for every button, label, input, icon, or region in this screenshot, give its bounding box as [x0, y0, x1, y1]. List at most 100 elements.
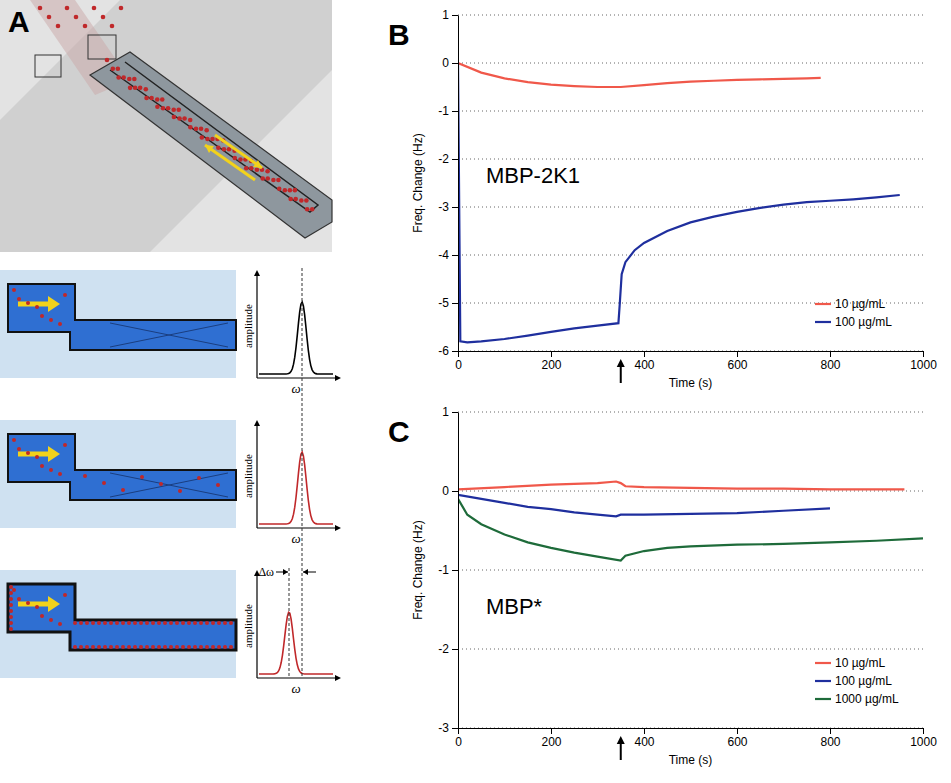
- inlet-port: [88, 35, 116, 59]
- particle: [38, 6, 43, 11]
- particle: [109, 645, 113, 649]
- particle: [288, 197, 293, 202]
- particle: [199, 126, 204, 131]
- particle: [127, 621, 131, 625]
- particle: [121, 621, 125, 625]
- tick-mark: [644, 728, 645, 734]
- particle: [175, 645, 179, 649]
- legend-swatch: [815, 303, 831, 305]
- cantilever: [90, 52, 332, 238]
- particle: [197, 476, 201, 480]
- particle: [145, 645, 149, 649]
- event-arrow-shaft: [620, 365, 622, 383]
- particle: [12, 588, 16, 592]
- particle: [115, 645, 119, 649]
- flow-arrow: [18, 302, 48, 307]
- channel-loop: [110, 62, 318, 212]
- tick-mark: [737, 351, 738, 357]
- x-axis: 02004006008001000: [455, 351, 937, 372]
- tick-mark: [452, 351, 458, 352]
- particle: [91, 645, 95, 649]
- particle: [175, 621, 179, 625]
- tick-mark: [452, 303, 458, 304]
- tick: -1: [438, 563, 458, 577]
- tick: -2: [438, 642, 458, 656]
- mini-axis-label: ω: [291, 531, 300, 546]
- tick-mark: [452, 412, 458, 413]
- data-line: [458, 499, 923, 561]
- tick-mark: [737, 728, 738, 734]
- mini-axis: [256, 574, 257, 678]
- mini-axis: [256, 274, 257, 378]
- grid-line: [458, 728, 923, 729]
- tick-mark: [644, 351, 645, 357]
- event-arrow-shaft: [620, 742, 622, 760]
- chart-panel: 02004006008001000-3-2-101Time (s)Freq. C…: [388, 405, 937, 767]
- tick-label: 0: [455, 735, 462, 749]
- particle: [151, 621, 155, 625]
- x-axis-title: Time (s): [669, 753, 713, 767]
- particle: [169, 621, 173, 625]
- particle: [105, 58, 110, 63]
- tick-label: 1000: [910, 735, 937, 749]
- legend-swatch: [815, 680, 831, 682]
- particle: [210, 137, 215, 142]
- tick: -5: [438, 296, 458, 310]
- grid-line: [458, 255, 923, 256]
- particle: [9, 591, 13, 595]
- particle: [249, 166, 254, 171]
- tick-mark: [452, 63, 458, 64]
- particle: [9, 627, 13, 631]
- figure: AamplitudeωamplitudeωamplitudeωΔω0200400…: [0, 0, 951, 783]
- plot-area: [458, 482, 923, 561]
- particle: [65, 6, 70, 11]
- particle: [85, 645, 89, 649]
- tick-label: 200: [541, 358, 561, 372]
- particle: [140, 475, 144, 479]
- particle: [101, 15, 106, 20]
- data-line: [458, 63, 900, 342]
- particle: [111, 66, 116, 71]
- particle: [9, 597, 13, 601]
- tick: -3: [438, 721, 458, 735]
- mini-axis: [257, 527, 335, 528]
- axis-line: [458, 413, 459, 729]
- mini-axis-label: ω: [291, 381, 300, 396]
- particle: [17, 297, 21, 301]
- particle: [155, 104, 160, 109]
- particle: [163, 645, 167, 649]
- particle: [83, 24, 88, 29]
- particle: [92, 6, 97, 11]
- legend-label: 10 µg/mL: [835, 656, 886, 670]
- shift-arrow-head: [283, 569, 288, 575]
- grid-line: [458, 491, 923, 492]
- tick-label: -6: [438, 344, 449, 358]
- particle: [127, 645, 131, 649]
- panel-letter: B: [388, 18, 410, 51]
- legend-label: 100 µg/mL: [835, 315, 892, 329]
- particle: [116, 66, 121, 71]
- particle: [97, 621, 101, 625]
- particle: [211, 621, 215, 625]
- tick-label: 1000: [910, 358, 937, 372]
- flow-arrow: [18, 602, 48, 607]
- y-axis: -3-2-101: [438, 405, 458, 735]
- particle: [178, 489, 182, 493]
- particle: [110, 24, 115, 29]
- particle: [193, 645, 197, 649]
- particle: [9, 585, 13, 589]
- tick-mark: [458, 351, 459, 357]
- particle: [143, 87, 148, 92]
- tick-label: 1: [442, 405, 449, 419]
- particle: [193, 621, 197, 625]
- particle: [116, 75, 121, 80]
- particle: [276, 178, 281, 183]
- grid-line: [458, 351, 923, 352]
- axis-line: [459, 351, 924, 352]
- particle: [216, 145, 221, 150]
- particle: [160, 97, 165, 102]
- reference-line: [302, 268, 303, 678]
- particle: [163, 621, 167, 625]
- particle: [102, 481, 106, 485]
- particle: [133, 621, 137, 625]
